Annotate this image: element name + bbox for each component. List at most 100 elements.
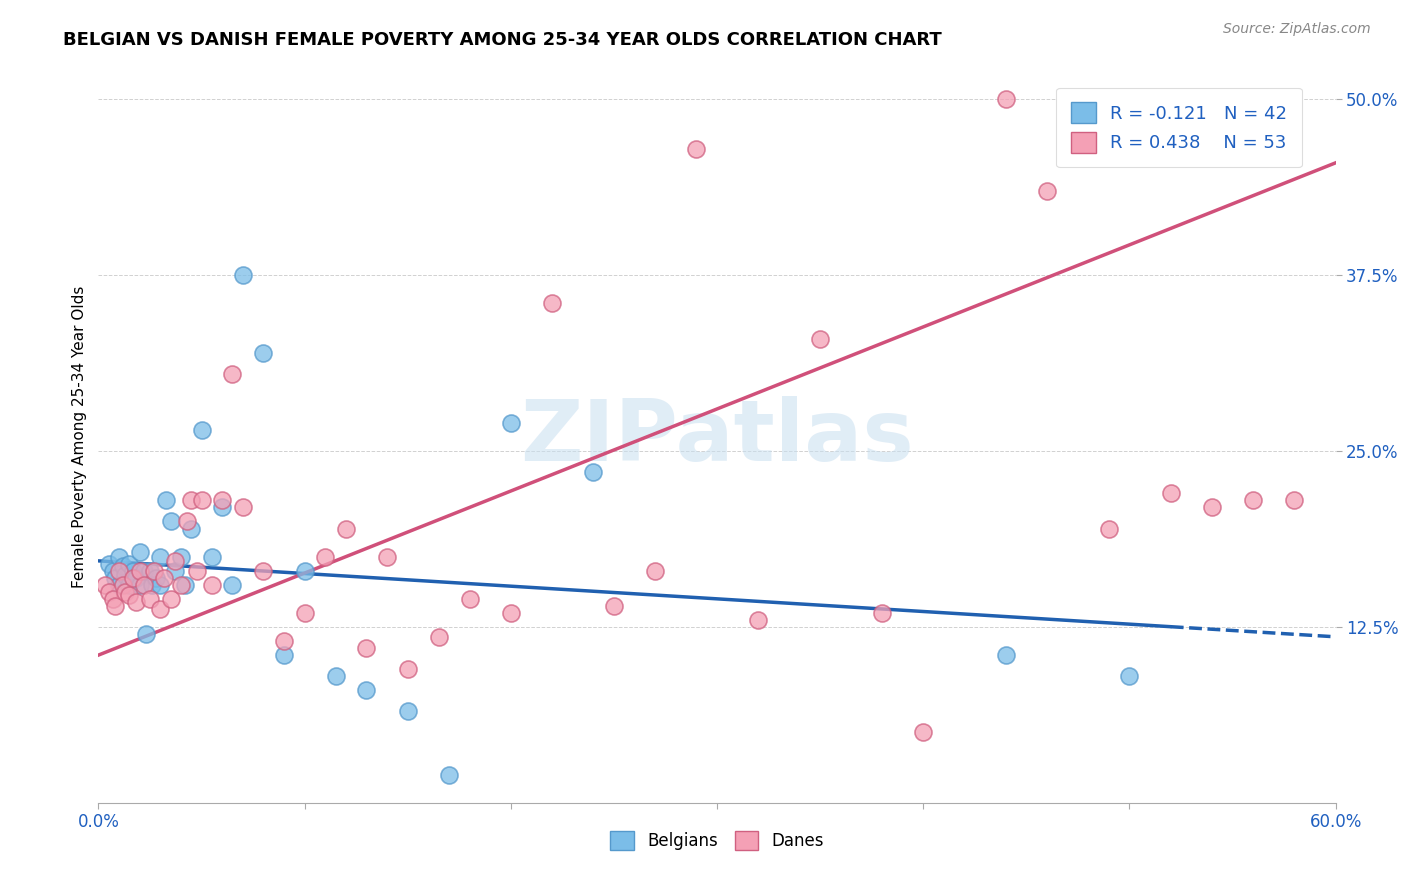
Point <box>273 648 295 662</box>
Point <box>232 500 254 515</box>
Point <box>186 564 208 578</box>
Point <box>1118 669 1140 683</box>
Point <box>211 493 233 508</box>
Point <box>97 557 120 571</box>
Point <box>149 601 172 615</box>
Point <box>211 500 233 515</box>
Point <box>190 423 212 437</box>
Point <box>159 515 181 529</box>
Point <box>139 591 162 606</box>
Point <box>124 595 146 609</box>
Point <box>114 568 136 582</box>
Point <box>174 578 197 592</box>
Point <box>201 549 224 564</box>
Point <box>112 578 135 592</box>
Point <box>132 578 155 592</box>
Point <box>118 588 141 602</box>
Point <box>97 584 120 599</box>
Point <box>143 564 166 578</box>
Point <box>685 142 707 156</box>
Point <box>232 268 254 283</box>
Point <box>108 564 131 578</box>
Point <box>149 549 172 564</box>
Point <box>870 606 893 620</box>
Point <box>427 630 450 644</box>
Point <box>104 599 127 613</box>
Point <box>499 606 522 620</box>
Point <box>163 564 186 578</box>
Point <box>912 725 935 739</box>
Point <box>149 578 172 592</box>
Point <box>124 571 146 585</box>
Point <box>603 599 626 613</box>
Point <box>356 683 378 698</box>
Point <box>221 367 243 381</box>
Point <box>104 571 127 585</box>
Point <box>114 584 136 599</box>
Point <box>159 591 181 606</box>
Point <box>994 93 1017 107</box>
Point <box>582 465 605 479</box>
Point <box>139 564 162 578</box>
Point <box>1284 493 1306 508</box>
Text: ZIPatlas: ZIPatlas <box>520 395 914 479</box>
Point <box>128 564 150 578</box>
Point <box>356 641 378 656</box>
Y-axis label: Female Poverty Among 25-34 Year Olds: Female Poverty Among 25-34 Year Olds <box>72 286 87 588</box>
Point <box>170 578 193 592</box>
Point <box>396 662 419 676</box>
Point <box>118 578 141 592</box>
Point <box>155 493 177 508</box>
Point <box>118 557 141 571</box>
Point <box>314 549 336 564</box>
Point <box>396 705 419 719</box>
Point <box>141 578 163 592</box>
Point <box>1036 184 1059 198</box>
Point <box>808 332 831 346</box>
Point <box>180 521 202 535</box>
Point <box>541 296 564 310</box>
Point <box>145 571 167 585</box>
Legend: Belgians, Danes: Belgians, Danes <box>603 824 831 856</box>
Point <box>128 545 150 559</box>
Point <box>176 515 198 529</box>
Point <box>437 767 460 781</box>
Point <box>201 578 224 592</box>
Point <box>163 554 186 568</box>
Text: Source: ZipAtlas.com: Source: ZipAtlas.com <box>1223 22 1371 37</box>
Point <box>122 571 145 585</box>
Point <box>93 578 115 592</box>
Point <box>132 564 155 578</box>
Point <box>499 416 522 430</box>
Text: BELGIAN VS DANISH FEMALE POVERTY AMONG 25-34 YEAR OLDS CORRELATION CHART: BELGIAN VS DANISH FEMALE POVERTY AMONG 2… <box>63 31 942 49</box>
Point <box>180 493 202 508</box>
Point <box>273 634 295 648</box>
Point <box>221 578 243 592</box>
Point <box>252 345 274 359</box>
Point <box>108 578 131 592</box>
Point <box>325 669 347 683</box>
Point <box>153 571 176 585</box>
Point <box>101 591 124 606</box>
Point <box>135 627 157 641</box>
Point <box>1160 486 1182 500</box>
Point <box>108 549 131 564</box>
Point <box>128 578 150 592</box>
Point <box>335 521 357 535</box>
Point <box>1098 521 1121 535</box>
Point <box>747 613 769 627</box>
Point <box>994 648 1017 662</box>
Point <box>375 549 398 564</box>
Point <box>1241 493 1264 508</box>
Point <box>170 549 193 564</box>
Point <box>252 564 274 578</box>
Point <box>122 564 145 578</box>
Point <box>1201 500 1223 515</box>
Point <box>644 564 666 578</box>
Point <box>101 564 124 578</box>
Point <box>458 591 481 606</box>
Point <box>294 606 316 620</box>
Point <box>294 564 316 578</box>
Point <box>190 493 212 508</box>
Point <box>112 559 135 574</box>
